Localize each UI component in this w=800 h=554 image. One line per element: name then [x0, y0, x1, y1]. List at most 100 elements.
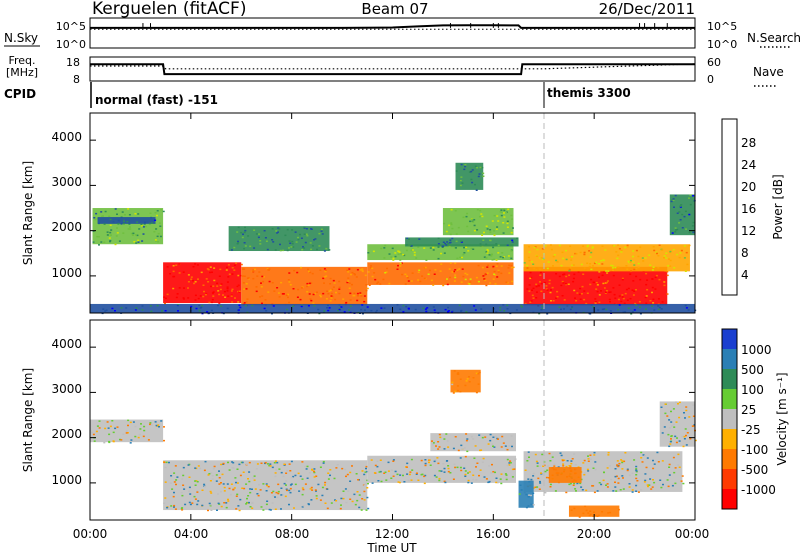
- velocity-speckle: [479, 469, 482, 471]
- power-speckle: [272, 305, 275, 307]
- velocity-speckle: [164, 481, 167, 483]
- velocity-speckle: [675, 421, 678, 423]
- power-speckle: [198, 310, 201, 312]
- power-speckle: [624, 292, 627, 295]
- power-speckle: [654, 276, 657, 279]
- velocity-speckle: [301, 461, 304, 463]
- power-speckle: [618, 304, 621, 306]
- power-speckle: [226, 307, 229, 310]
- power-speckle: [216, 282, 219, 285]
- power-speckle: [499, 306, 502, 309]
- velocity-speckle: [396, 473, 399, 476]
- power-speckle: [540, 308, 543, 310]
- power-speckle: [454, 274, 457, 276]
- velocity-speckle: [210, 504, 213, 506]
- velocity-speckle: [327, 472, 330, 474]
- velocity-speckle: [249, 506, 252, 508]
- power-speckle: [495, 259, 498, 261]
- velocity-speckle: [464, 384, 467, 387]
- velocity-speckle: [640, 457, 643, 459]
- power-speckle: [333, 282, 336, 284]
- velocity-speckle: [587, 470, 590, 472]
- power-speckle: [306, 282, 309, 285]
- power-speckle: [674, 194, 677, 197]
- velocity-speckle: [530, 494, 532, 497]
- power-speckle: [497, 252, 500, 254]
- power-speckle: [669, 251, 671, 254]
- velocity-speckle: [672, 423, 675, 426]
- velocity-speckle: [357, 479, 360, 481]
- power-speckle: [115, 235, 118, 237]
- power-speckle: [550, 300, 552, 302]
- power-speckle: [327, 293, 330, 295]
- power-speckle: [455, 233, 458, 235]
- power-speckle: [211, 298, 214, 301]
- power-speckle: [653, 249, 656, 252]
- velocity-speckle: [454, 436, 457, 438]
- power-speckle: [497, 220, 500, 222]
- velocity-speckle: [508, 462, 511, 464]
- velocity-speckle: [226, 483, 229, 485]
- power-speckle: [199, 295, 202, 297]
- power-speckle: [327, 304, 329, 307]
- power-speckle: [190, 305, 193, 308]
- velocity-speckle: [492, 436, 495, 438]
- velocity-speckle: [127, 419, 130, 422]
- velocity-speckle: [554, 468, 557, 471]
- power-speckle: [433, 309, 436, 311]
- power-speckle: [239, 274, 242, 277]
- power-speckle: [299, 298, 302, 301]
- power-speckle: [568, 274, 571, 276]
- xtick-2000: 20:00: [577, 527, 612, 541]
- power-speckle: [529, 271, 532, 274]
- power-speckle: [657, 308, 660, 311]
- power-speckle: [672, 249, 675, 251]
- power-speckle: [100, 241, 103, 243]
- power-speckle: [528, 284, 531, 286]
- velocity-speckle: [673, 426, 676, 428]
- power-speckle: [102, 308, 105, 310]
- velocity-speckle: [478, 371, 481, 374]
- power-speckle: [252, 269, 255, 271]
- velocity-speckle: [670, 410, 672, 413]
- power-speckle: [402, 304, 405, 307]
- power-speckle: [300, 287, 303, 289]
- power-speckle: [349, 292, 352, 295]
- velocity-speckle: [461, 448, 464, 450]
- velocity-speckle: [593, 491, 596, 494]
- power-speckle: [454, 210, 457, 212]
- power-speckle: [373, 272, 376, 274]
- velocity-speckle: [169, 482, 172, 484]
- power-speckle: [661, 301, 664, 303]
- power-speckle: [503, 310, 506, 312]
- velocity-speckle: [637, 491, 640, 493]
- velocity-speckle: [265, 483, 268, 485]
- velocity-speckle: [506, 448, 509, 451]
- power-speckle: [332, 279, 335, 282]
- power-speckle: [255, 286, 258, 288]
- power-speckle: [555, 297, 558, 299]
- power-speckle: [563, 308, 565, 310]
- power-speckle: [118, 240, 121, 242]
- velocity-speckle: [626, 468, 629, 471]
- velocity-speckle: [689, 438, 692, 440]
- power-speckle: [240, 231, 243, 234]
- power-speckle: [478, 215, 481, 218]
- power-speckle: [286, 308, 289, 311]
- velocity-speckle: [513, 468, 516, 470]
- power-speckle: [125, 307, 128, 309]
- power-speckle: [346, 281, 349, 284]
- power-speckle: [489, 239, 492, 242]
- power-speckle: [356, 292, 359, 295]
- velocity-speckle: [570, 462, 573, 465]
- power-speckle: [496, 262, 499, 265]
- velocity-speckle: [449, 472, 452, 474]
- power-speckle: [473, 305, 476, 307]
- power-speckle: [237, 309, 240, 311]
- velocity-speckle: [392, 460, 395, 462]
- velocity-speckle: [293, 507, 295, 509]
- power-speckle: [625, 288, 628, 291]
- power-speckle: [531, 289, 533, 291]
- power-speckle: [661, 249, 664, 251]
- power-speckle: [486, 228, 489, 230]
